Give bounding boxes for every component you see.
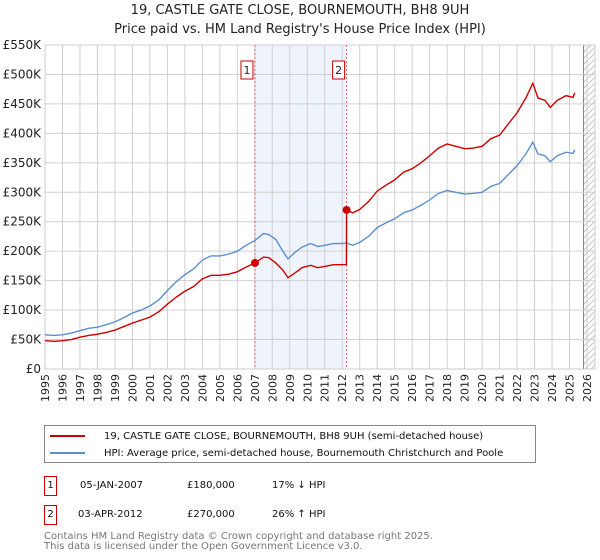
legend-swatch xyxy=(50,452,85,454)
y-tick-label: £150K xyxy=(3,274,43,288)
sale-marker-box xyxy=(332,60,346,80)
legend-item-hpi: HPI: Average price, semi-detached house,… xyxy=(45,445,503,461)
y-tick-label: £250K xyxy=(3,215,43,229)
chart-subtitle: Price paid vs. HM Land Registry's House … xyxy=(114,22,486,37)
legend-label: HPI: Average price, semi-detached house,… xyxy=(104,447,504,459)
x-tick-label: 1999 xyxy=(109,374,122,402)
legend-swatch xyxy=(50,435,85,437)
y-tick-label: £0 xyxy=(26,362,41,376)
y-tick-label: £450K xyxy=(3,97,43,111)
transaction-date: 03-APR-2012 xyxy=(78,509,143,520)
x-tick-label: 1996 xyxy=(56,374,69,402)
price-chart: 1995 1996 1997 1998 1999 2000 2001 2002 2003 2004… xyxy=(3,38,596,402)
legend: 19, CASTLE GATE CLOSE, BOURNEMOUTH, BH8 … xyxy=(44,425,536,463)
x-tick-label: 2017 xyxy=(424,374,437,402)
y-tick-label: £500K xyxy=(3,67,43,81)
transaction-price: £180,000 xyxy=(187,480,235,491)
sale-marker-box xyxy=(240,60,254,80)
sale-marker-label: 1 xyxy=(243,64,250,77)
x-tick-label: 2026 xyxy=(581,374,594,402)
chart-title: 19, CASTLE GATE CLOSE, BOURNEMOUTH, BH8 … xyxy=(130,3,470,18)
x-tick-label: 2022 xyxy=(511,374,524,402)
transaction-marker: 2 xyxy=(44,505,57,525)
x-tick-label: 2014 xyxy=(371,374,384,402)
x-tick-label: 2016 xyxy=(406,374,419,402)
y-tick-label: £100K xyxy=(3,303,43,317)
x-tick-label: 2006 xyxy=(231,374,244,402)
x-tick-label: 2004 xyxy=(196,374,209,402)
x-tick-label: 2024 xyxy=(546,374,559,402)
x-tick-label: 2005 xyxy=(214,374,227,402)
x-tick-label: 2019 xyxy=(459,374,472,402)
x-tick-label: 2015 xyxy=(389,374,402,402)
y-tick-label: £300K xyxy=(3,185,43,199)
sale-marker-label: 2 xyxy=(335,64,342,77)
x-tick-label: 2013 xyxy=(354,374,367,402)
licence-note: This data is licensed under the Open Gov… xyxy=(44,541,363,552)
shaded-period xyxy=(254,45,347,369)
copyright-note: Contains HM Land Registry data © Crown c… xyxy=(44,531,433,542)
price-paid-line xyxy=(44,81,576,343)
hpi-line xyxy=(44,140,576,337)
sale-point xyxy=(250,258,259,267)
x-tick-label: 2003 xyxy=(179,374,192,402)
x-tick-label: 1995 xyxy=(39,374,52,402)
x-tick-label: 2008 xyxy=(266,374,279,402)
transaction-marker: 1 xyxy=(44,476,57,496)
x-tick-label: 1997 xyxy=(74,374,87,402)
y-tick-label: £400K xyxy=(3,126,43,140)
x-tick-label: 2018 xyxy=(441,374,454,402)
x-tick-label: 2001 xyxy=(144,374,157,402)
y-tick-label: £550K xyxy=(3,38,43,52)
x-tick-label: 2010 xyxy=(301,374,314,402)
y-tick-label: £50K xyxy=(10,333,42,347)
transaction-date: 05-JAN-2007 xyxy=(80,480,144,491)
transaction-hpi: 26% ↑ HPI xyxy=(272,509,326,520)
x-tick-label: 2012 xyxy=(336,374,349,402)
x-tick-label: 2011 xyxy=(319,374,332,402)
transaction-hpi: 17% ↓ HPI xyxy=(272,480,326,491)
x-tick-label: 2007 xyxy=(249,374,262,402)
plot-border xyxy=(44,44,596,370)
sale-point xyxy=(342,205,351,214)
legend-item-property: 19, CASTLE GATE CLOSE, BOURNEMOUTH, BH8 … xyxy=(45,428,483,444)
y-tick-label: £350K xyxy=(3,156,43,170)
x-tick-label: 1998 xyxy=(91,374,104,402)
y-tick-label: £200K xyxy=(3,244,43,258)
x-tick-label: 2000 xyxy=(126,374,139,402)
x-tick-label: 2002 xyxy=(161,374,174,402)
x-tick-label: 2020 xyxy=(476,374,489,402)
x-tick-label: 2025 xyxy=(564,374,577,402)
legend-label: 19, CASTLE GATE CLOSE, BOURNEMOUTH, BH8 … xyxy=(104,430,484,442)
forecast-hatch xyxy=(583,45,595,369)
x-tick-label: 2021 xyxy=(494,374,507,402)
x-tick-label: 2009 xyxy=(284,374,297,402)
transaction-price: £270,000 xyxy=(187,509,235,520)
x-tick-label: 2023 xyxy=(529,374,542,402)
